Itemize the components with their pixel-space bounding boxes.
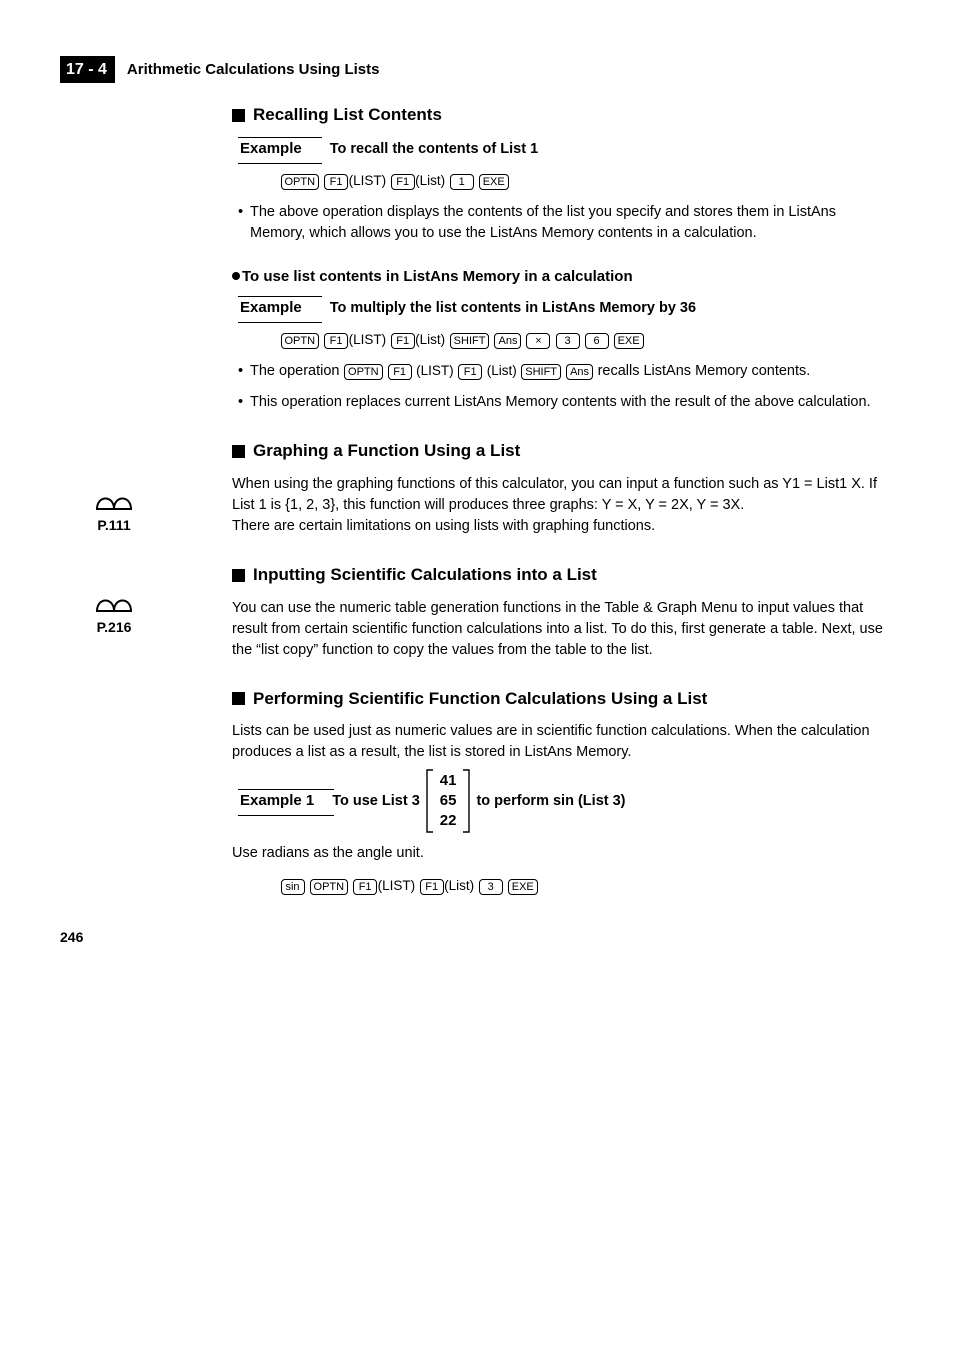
key-label: (LIST) bbox=[378, 878, 416, 893]
key-f1: F1 bbox=[391, 174, 415, 190]
square-bullet-icon bbox=[232, 445, 245, 458]
bullet-text: The operation OPTN F1 (LIST) F1 (List) S… bbox=[250, 361, 810, 382]
key-optn: OPTN bbox=[310, 879, 349, 895]
sub-heading-text: To use list contents in ListAns Memory i… bbox=[242, 268, 633, 285]
square-bullet-icon bbox=[232, 692, 245, 705]
heading-text: Performing Scientific Function Calculati… bbox=[253, 687, 707, 712]
key-1: 1 bbox=[450, 174, 474, 190]
example-row: Example To recall the contents of List 1 bbox=[232, 138, 894, 161]
key-label: (List) bbox=[444, 878, 474, 893]
example-label: Example bbox=[232, 138, 304, 161]
key-ans: Ans bbox=[566, 364, 593, 380]
info-bullet: • The operation OPTN F1 (LIST) F1 (List)… bbox=[238, 361, 894, 382]
page-number: 246 bbox=[60, 927, 894, 947]
heading-performing: Performing Scientific Function Calculati… bbox=[232, 687, 894, 712]
key-multiply: × bbox=[526, 333, 550, 349]
key-shift: SHIFT bbox=[450, 333, 490, 349]
key-sequence: OPTN F1(LIST) F1(List) SHIFT Ans × 3 6 E… bbox=[280, 330, 894, 351]
page-ref-text: P.111 bbox=[97, 517, 130, 533]
key-optn: OPTN bbox=[281, 333, 320, 349]
vector-val: 22 bbox=[440, 811, 457, 831]
square-bullet-icon bbox=[232, 569, 245, 582]
bullet-text: This operation replaces current ListAns … bbox=[250, 392, 871, 413]
section-header: 17 - 4 Arithmetic Calculations Using Lis… bbox=[60, 56, 894, 83]
body-text: Lists can be used just as numeric values… bbox=[232, 721, 894, 763]
key-label: (List) bbox=[415, 173, 445, 188]
key-f1: F1 bbox=[420, 879, 444, 895]
key-label: (LIST) bbox=[349, 173, 387, 188]
body-text: When using the graphing functions of thi… bbox=[232, 474, 894, 516]
heading-recalling: Recalling List Contents bbox=[232, 103, 894, 128]
key-exe: EXE bbox=[479, 174, 509, 190]
page-ref-text: P.216 bbox=[97, 619, 132, 635]
key-ans: Ans bbox=[494, 333, 521, 349]
page-ref: P.111 bbox=[84, 487, 144, 535]
column-vector: 41 65 22 bbox=[424, 769, 473, 833]
key-label: (LIST) bbox=[349, 332, 387, 347]
key-3: 3 bbox=[479, 879, 503, 895]
key-f1: F1 bbox=[391, 333, 415, 349]
example-text-b: to perform sin (List 3) bbox=[476, 791, 625, 812]
bullet-text: The above operation displays the content… bbox=[250, 202, 894, 244]
book-icon bbox=[93, 487, 135, 513]
info-bullet: • This operation replaces current ListAn… bbox=[238, 392, 894, 413]
example-label: Example 1 bbox=[232, 790, 316, 813]
square-bullet-icon bbox=[232, 109, 245, 122]
info-bullet: • The above operation displays the conte… bbox=[238, 202, 894, 244]
body-text: There are certain limitations on using l… bbox=[232, 516, 894, 537]
key-f1: F1 bbox=[458, 364, 482, 380]
key-f1: F1 bbox=[353, 879, 377, 895]
body-text: You can use the numeric table generation… bbox=[232, 598, 894, 661]
bullet-dot: • bbox=[238, 392, 250, 413]
page-ref: P.216 bbox=[84, 589, 144, 637]
key-sequence: OPTN F1(LIST) F1(List) 1 EXE bbox=[280, 171, 894, 192]
example-row: Example 1 To use List 3 41 65 22 to perf… bbox=[232, 769, 894, 833]
key-optn: OPTN bbox=[344, 364, 383, 380]
key-shift: SHIFT bbox=[521, 364, 561, 380]
dot-icon bbox=[232, 272, 240, 280]
key-f1: F1 bbox=[324, 333, 348, 349]
bullet-dot: • bbox=[238, 361, 250, 382]
key-3: 3 bbox=[556, 333, 580, 349]
heading-text: Recalling List Contents bbox=[253, 103, 442, 128]
example-row: Example To multiply the list contents in… bbox=[232, 297, 894, 320]
key-exe: EXE bbox=[614, 333, 644, 349]
example-note: Use radians as the angle unit. bbox=[232, 843, 894, 864]
vector-val: 41 bbox=[440, 771, 457, 791]
key-6: 6 bbox=[585, 333, 609, 349]
example-text: To recall the contents of List 1 bbox=[330, 141, 538, 157]
key-exe: EXE bbox=[508, 879, 538, 895]
example-label: Example bbox=[232, 297, 304, 320]
vector-val: 65 bbox=[440, 791, 457, 811]
key-f1: F1 bbox=[388, 364, 412, 380]
heading-graphing: Graphing a Function Using a List bbox=[232, 439, 894, 464]
heading-text: Inputting Scientific Calculations into a… bbox=[253, 563, 597, 588]
section-number-badge: 17 - 4 bbox=[60, 56, 115, 83]
heading-inputting: Inputting Scientific Calculations into a… bbox=[232, 563, 894, 588]
key-f1: F1 bbox=[324, 174, 348, 190]
key-sin: sin bbox=[281, 879, 305, 895]
key-sequence: sin OPTN F1(LIST) F1(List) 3 EXE bbox=[280, 876, 894, 897]
section-title: Arithmetic Calculations Using Lists bbox=[127, 59, 380, 81]
example-text-a: To use List 3 bbox=[332, 791, 420, 812]
example-text: To multiply the list contents in ListAns… bbox=[330, 300, 696, 316]
key-optn: OPTN bbox=[281, 174, 320, 190]
book-icon bbox=[93, 589, 135, 615]
sub-heading: To use list contents in ListAns Memory i… bbox=[232, 266, 894, 288]
heading-text: Graphing a Function Using a List bbox=[253, 439, 520, 464]
bullet-dot: • bbox=[238, 202, 250, 244]
key-label: (List) bbox=[415, 332, 445, 347]
